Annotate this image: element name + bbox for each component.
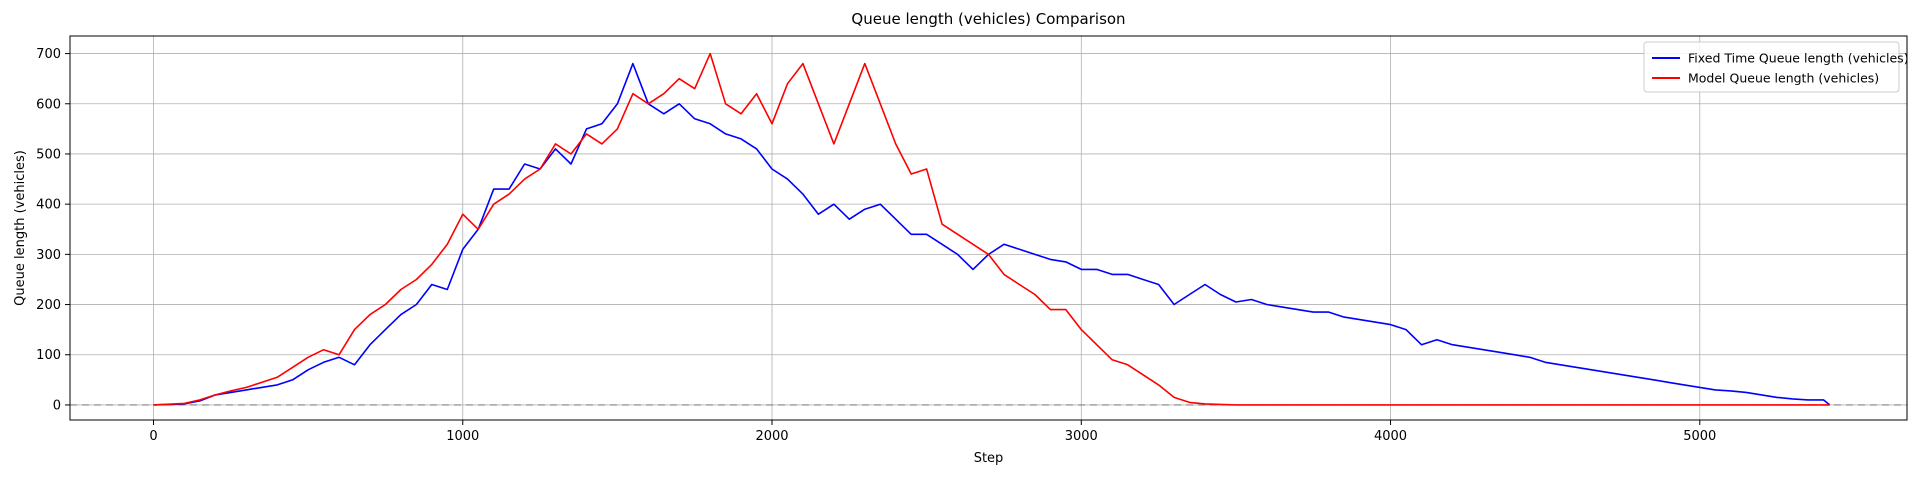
x-tick-label: 4000 [1374,429,1407,444]
plot-frame [69,35,1908,421]
y-tick-label: 100 [36,348,61,363]
y-tick-label: 700 [36,47,61,62]
y-tick-label: 400 [36,198,61,213]
x-tick-label: 1000 [446,429,479,444]
x-tick-label: 0 [149,429,157,444]
ticks: 0 1000 2000 3000 4000 5000 0 100 200 300 400 500 600… [36,47,1716,444]
series-layer [153,52,1831,406]
legend-label-fixed-time: Fixed Time Queue length (vehicles) [1688,51,1909,66]
y-tick-label: 600 [36,97,61,112]
legend-label-model: Model Queue length (vehicles) [1688,71,1879,86]
x-tick-label: 5000 [1683,429,1716,444]
y-axis-title: Queue length (vehicles) [13,150,28,306]
y-tick-label: 0 [53,398,61,413]
y-tick-label: 500 [36,147,61,162]
x-tick-label: 2000 [755,429,788,444]
series-line-model [153,52,1830,406]
x-tick-label: 3000 [1065,429,1098,444]
legend: Fixed Time Queue length (vehicles) Model… [1643,41,1909,93]
chart-title: Queue length (vehicles) Comparison [851,10,1125,28]
y-tick-label: 300 [36,248,61,263]
grid [70,36,1907,420]
y-tick-label: 200 [36,298,61,313]
x-axis-title: Step [974,451,1004,466]
series-line-fixed-time [153,62,1831,406]
legend-box [1643,41,1900,93]
